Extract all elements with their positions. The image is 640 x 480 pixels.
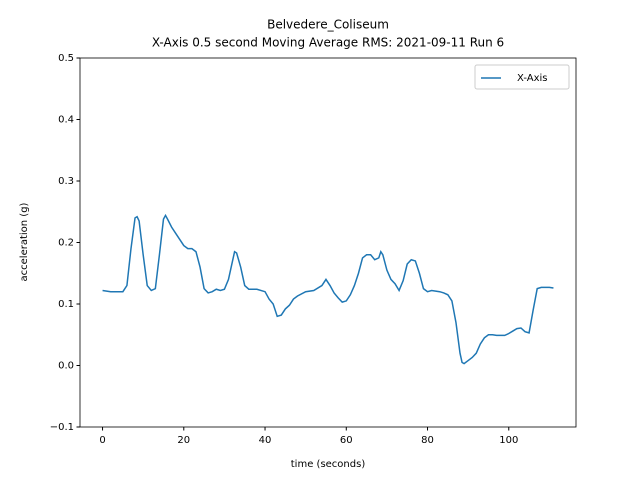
y-tick-label: −0.1 — [50, 422, 74, 433]
y-tick-label: 0.3 — [58, 176, 74, 187]
x-tick-label: 100 — [499, 435, 518, 446]
plot-frame — [79, 57, 577, 428]
x-tick-label: 40 — [259, 435, 272, 446]
x-tick-label: 20 — [177, 435, 190, 446]
x-axis-label: time (seconds) — [291, 459, 366, 470]
data-line — [102, 213, 554, 365]
y-tick-label: 0.4 — [58, 115, 74, 126]
y-tick-label: 0.5 — [58, 53, 74, 64]
legend-box — [474, 64, 570, 90]
x-tick-label: 80 — [421, 435, 434, 446]
x-tick-label: 0 — [99, 435, 105, 446]
y-tick-label: 0.0 — [58, 361, 74, 372]
y-tick-label: 0.1 — [58, 299, 74, 310]
y-tick-label: 0.2 — [58, 238, 74, 249]
legend-label: X-Axis — [517, 73, 548, 84]
x-tick-label: 60 — [340, 435, 353, 446]
y-axis-label: acceleration (g) — [19, 202, 30, 281]
chart-title: Belvedere_Coliseum — [267, 18, 389, 32]
chart-subtitle: X-Axis 0.5 second Moving Average RMS: 20… — [152, 36, 504, 50]
